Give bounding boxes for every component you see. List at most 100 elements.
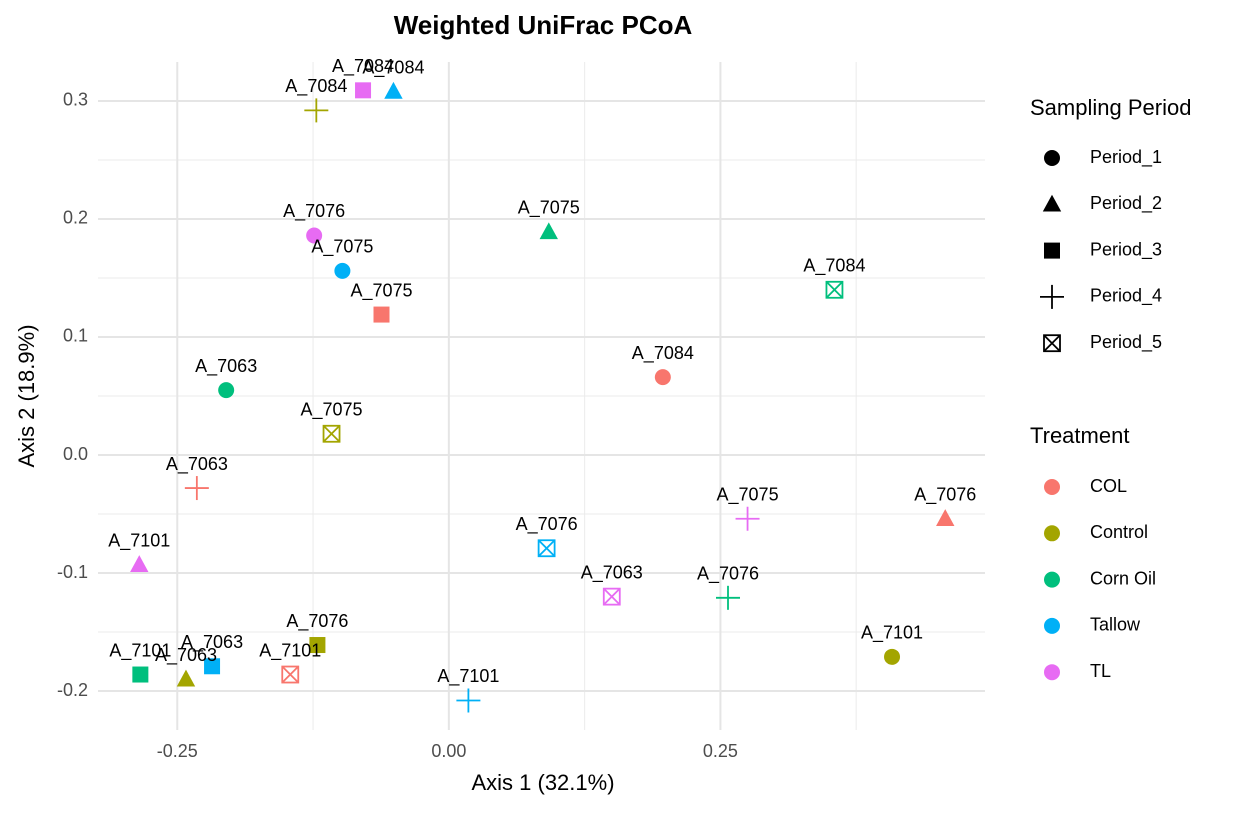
point-part: [281, 665, 300, 684]
legend-label: Control: [1090, 522, 1148, 542]
point-label: A_7084: [632, 343, 694, 364]
legend-label: Period_1: [1090, 147, 1162, 168]
point-label: A_7075: [311, 237, 373, 258]
x-tick-label: 0.25: [703, 741, 738, 761]
y-tick-label: 0.3: [63, 90, 88, 110]
grid: [98, 62, 985, 730]
x-axis-label: Axis 1 (32.1%): [471, 770, 614, 795]
y-tick-label: 0.1: [63, 326, 88, 346]
point-label: A_7101: [109, 640, 171, 661]
point-label: A_7063: [195, 356, 257, 377]
x-tick-label: -0.25: [157, 741, 198, 761]
legend-symbol: [1044, 150, 1060, 166]
legend-symbol: [1043, 334, 1061, 353]
y-tick-label: -0.2: [57, 680, 88, 700]
point-part: [1043, 334, 1061, 353]
legend-label: Period_2: [1090, 193, 1162, 214]
point-part: [1043, 334, 1061, 352]
point: [204, 658, 221, 675]
point-label: A_7063: [581, 562, 643, 583]
point: [322, 424, 341, 443]
point-label: A_7076: [914, 484, 976, 505]
point: [735, 506, 760, 531]
point: [716, 585, 741, 610]
point-label: A_7084: [332, 56, 394, 77]
point: [130, 555, 149, 572]
point-label: A_7101: [259, 640, 321, 661]
point: [334, 262, 351, 279]
x-tick-label: 0.00: [431, 741, 466, 761]
legend-label: Corn Oil: [1090, 568, 1156, 588]
legend-title: Treatment: [1030, 423, 1129, 448]
point-label: A_7063: [155, 645, 217, 666]
point-label: A_7084: [362, 57, 424, 78]
legend: Sampling Period Period_1 Period_2 Period_3 P…: [1030, 95, 1191, 681]
point-label: A_7084: [285, 76, 347, 97]
point-label: A_7101: [108, 531, 170, 552]
point-label: A_7076: [286, 611, 348, 632]
point-label: A_7075: [301, 400, 363, 421]
point: [132, 666, 149, 683]
point-label: A_7075: [350, 280, 412, 301]
legend-symbol: [1044, 617, 1060, 634]
point-label: A_7075: [518, 198, 580, 219]
point-part: [602, 587, 621, 606]
point-label: A_7076: [283, 201, 345, 222]
point: [281, 665, 300, 684]
point: [355, 82, 372, 99]
point: [456, 688, 481, 713]
legend-symbol: [1044, 571, 1060, 588]
point-part: [322, 424, 341, 443]
point-label: A_7101: [437, 666, 499, 687]
point: [306, 227, 323, 244]
y-axis-label: Axis 2 (18.9%): [14, 324, 39, 467]
point: [373, 306, 390, 323]
point-label: A_7101: [861, 623, 923, 644]
legend-symbol: [1044, 479, 1060, 495]
legend-symbol: [1044, 242, 1060, 259]
point-part: [537, 539, 556, 558]
point: [184, 476, 209, 501]
legend-label: COL: [1090, 476, 1127, 496]
point: [218, 382, 235, 399]
point-label: A_7076: [516, 514, 578, 535]
point-label: A_7075: [717, 484, 779, 505]
point: [309, 637, 326, 654]
legend-label: Period_5: [1090, 332, 1162, 353]
point: [602, 587, 621, 606]
point: [304, 98, 329, 123]
legend-symbol: [1044, 664, 1060, 681]
point: [825, 280, 844, 299]
point-label: A_7063: [181, 632, 243, 653]
point-part: [537, 539, 556, 557]
legend-symbol: [1040, 284, 1064, 309]
y-tick-label: 0.0: [63, 444, 88, 464]
y-tick-label: 0.2: [63, 208, 88, 228]
y-tick-label: -0.1: [57, 562, 88, 582]
point-part: [603, 587, 621, 606]
point-label: A_7084: [803, 256, 865, 277]
points: A_7084A_7084A_7084A_7076A_7075A_7075A_70…: [108, 56, 976, 713]
point: [539, 222, 558, 240]
legend-symbol: [1044, 525, 1060, 542]
point-label: A_7063: [166, 454, 228, 475]
point: [537, 539, 556, 558]
point: [176, 669, 196, 687]
point: [884, 648, 901, 665]
legend-title: Sampling Period: [1030, 95, 1191, 120]
legend-label: TL: [1090, 661, 1111, 681]
point-part: [281, 665, 299, 684]
legend-label: Tallow: [1090, 615, 1141, 635]
point-part: [825, 280, 844, 299]
chart-title: Weighted UniFrac PCoA: [394, 10, 693, 40]
point-part: [825, 281, 844, 299]
point-label: A_7076: [697, 564, 759, 585]
legend-label: Period_3: [1090, 239, 1162, 260]
point: [654, 369, 671, 386]
legend-label: Period_4: [1090, 286, 1162, 307]
legend-symbol: [1042, 194, 1062, 212]
point: [384, 81, 403, 99]
point-part: [322, 425, 341, 443]
point: [936, 509, 955, 526]
